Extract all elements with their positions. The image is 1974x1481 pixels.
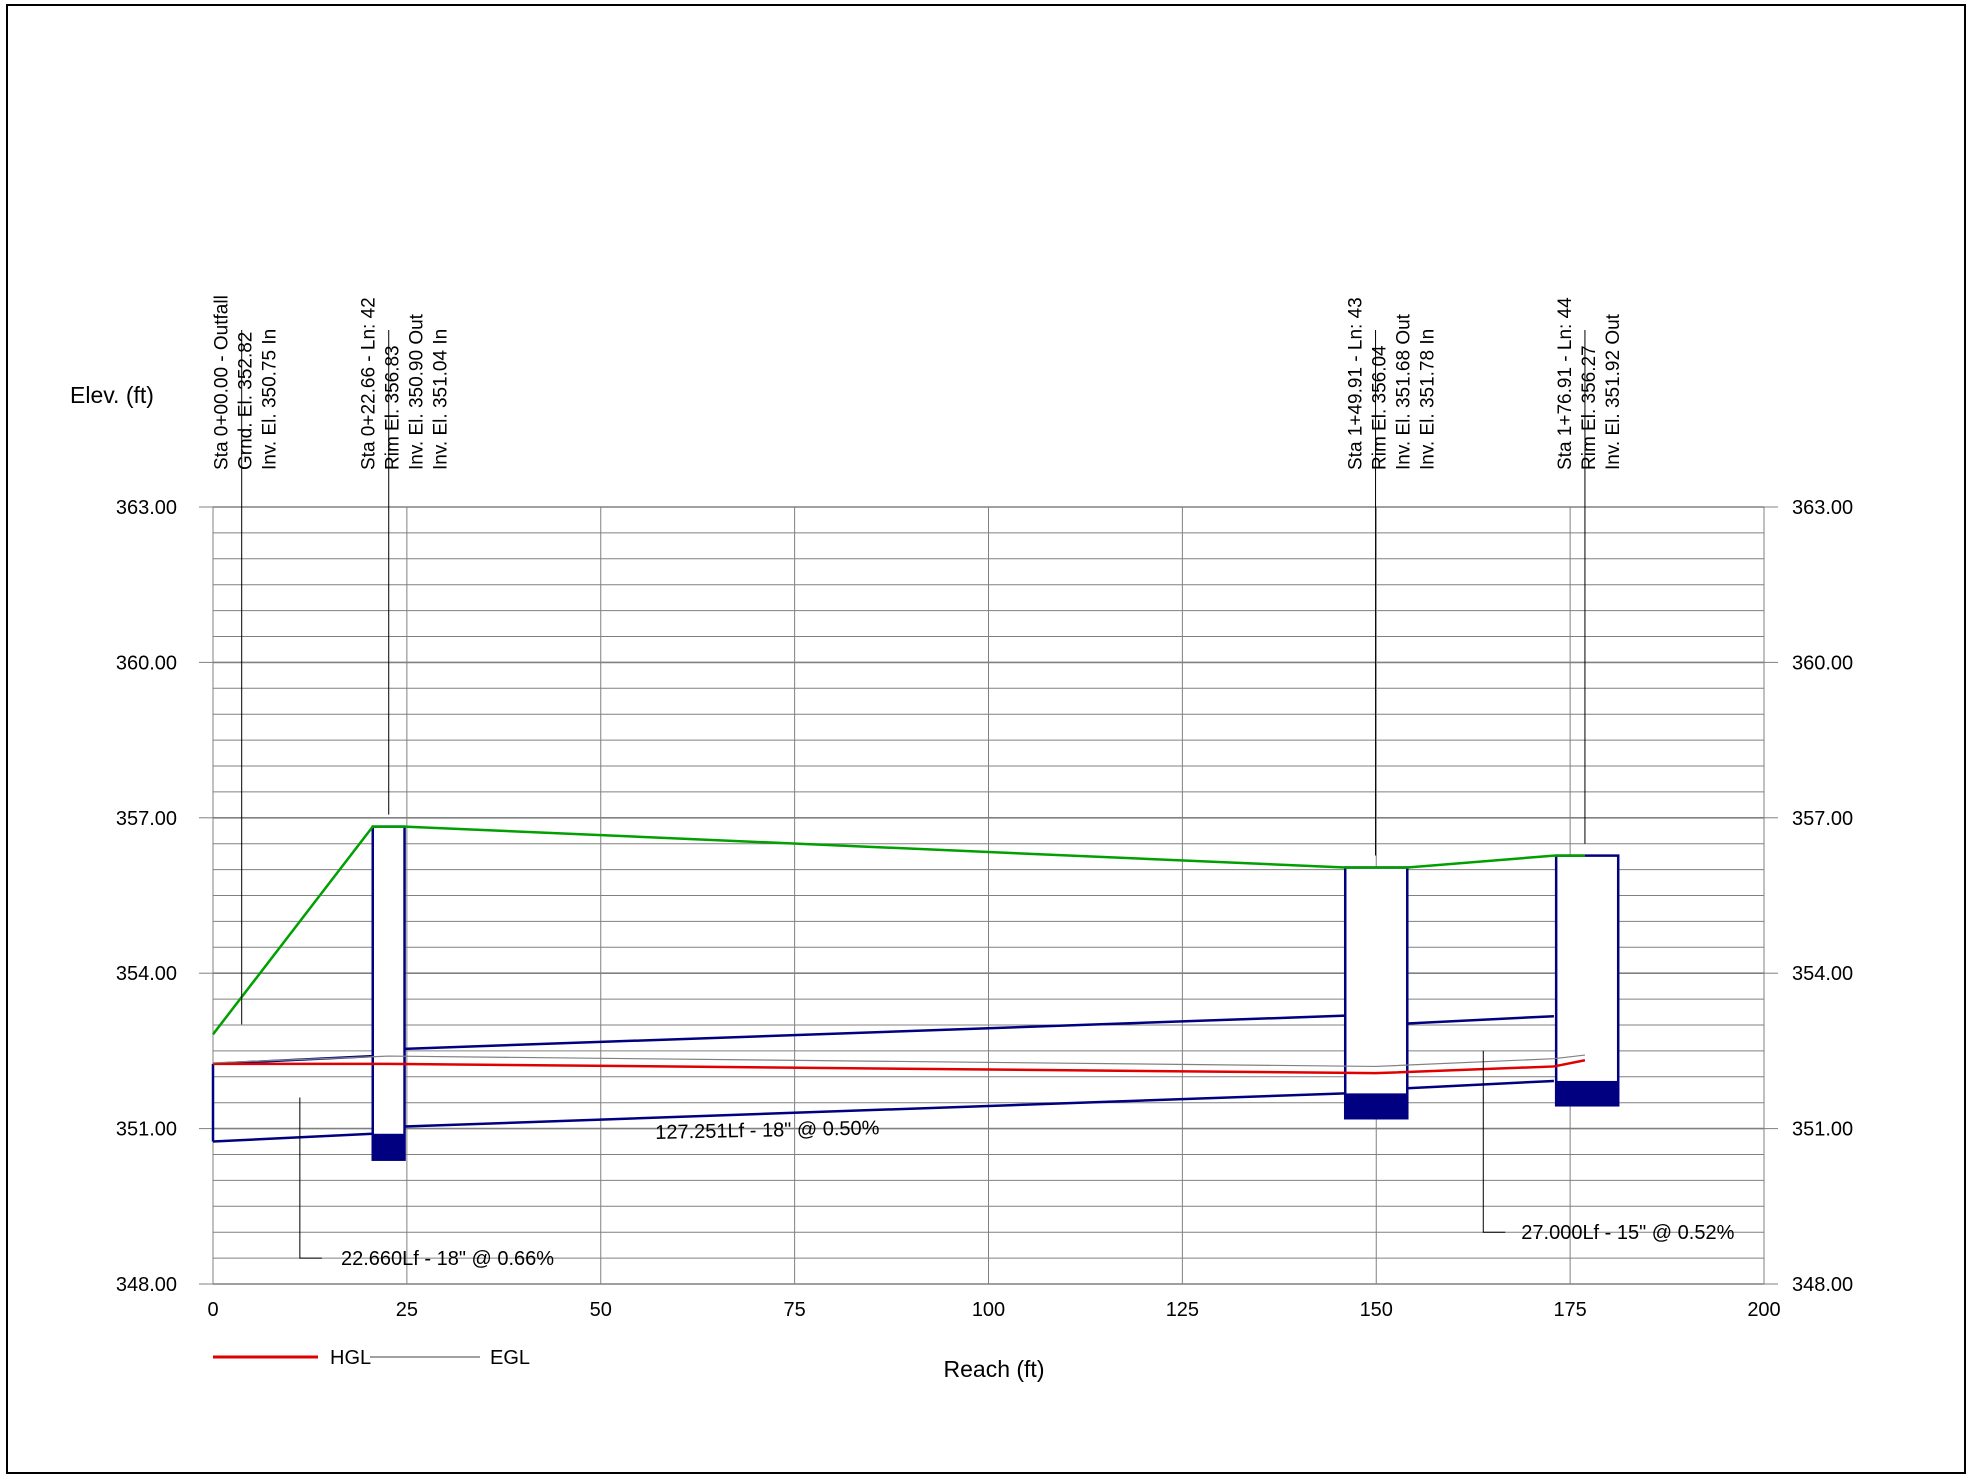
pipe-invert-line: [1407, 1079, 1554, 1090]
x-tick-label: 25: [396, 1299, 418, 1321]
x-tick-label: 50: [590, 1299, 612, 1321]
series-lines: [212, 825, 1586, 1075]
y-tick-label-right: 363.00: [1792, 497, 1853, 519]
legend-egl-label: EGL: [490, 1347, 530, 1369]
y-tick-label-right: 354.00: [1792, 963, 1853, 985]
ground-line: [212, 825, 1585, 1036]
pipe-crown-line: [404, 1014, 1346, 1051]
manhole-structure: [1343, 866, 1409, 1120]
station-label: Sta 0+22.66 - Ln: 42 Rim El. 356.83 Inv. E…: [359, 297, 452, 470]
legend: HGL EGL: [213, 1347, 530, 1369]
pipe-crown-line: [1407, 1014, 1554, 1025]
y-tick-label-right: 348.00: [1792, 1274, 1853, 1296]
x-tick-label: 150: [1360, 1299, 1393, 1321]
pipes: [211, 1014, 1554, 1143]
station-label-line: Rim El. 356.04: [1370, 345, 1391, 470]
station-label-line: Inv. El. 350.75 In: [260, 329, 281, 470]
manhole-sump: [372, 1133, 405, 1160]
station-label-line: Sta 0+22.66 - Ln: 42: [359, 297, 380, 470]
station-label-line: Inv. El. 351.78 In: [1418, 329, 1439, 470]
y-axis-label: Elev. (ft): [70, 382, 154, 408]
legend-hgl-label: HGL: [330, 1347, 371, 1369]
pipe-invert-line: [404, 1092, 1346, 1128]
x-tick-label: 125: [1166, 1299, 1199, 1321]
station-label-line: Sta 1+76.91 - Ln: 44: [1555, 297, 1576, 470]
y-tick-label-left: 360.00: [116, 652, 177, 674]
hgl-line: [213, 1058, 1586, 1075]
pipe-label: 127.251Lf - 18" @ 0.50%: [655, 1117, 880, 1144]
x-axis-label: Reach (ft): [944, 1356, 1045, 1382]
x-tick-label: 75: [784, 1299, 806, 1321]
y-tick-label-left: 357.00: [116, 808, 177, 830]
y-tick-label-right: 360.00: [1792, 652, 1853, 674]
x-tick-label: 200: [1747, 1299, 1780, 1321]
station-label-line: Sta 1+49.91 - Ln: 43: [1346, 297, 1367, 470]
y-tick-label-left: 363.00: [116, 497, 177, 519]
station-labels: Sta 0+00.00 - Outfall Grnd. El. 352.82 Inv…: [212, 295, 1624, 1025]
station-label-line: Inv. El. 351.04 In: [431, 329, 452, 470]
manhole-structure: [371, 825, 406, 1161]
station-label-line: Grnd. El. 352.82: [236, 332, 257, 470]
station-label-line: Inv. El. 351.92 Out: [1603, 313, 1624, 470]
tick-labels: 0 25 50 75 100 125 150 175 200 348.00 348.00 351.00…: [116, 497, 1853, 1321]
pipe-label-leader: [299, 1097, 322, 1259]
pipe-label-leader: [1482, 1050, 1506, 1233]
y-tick-label-right: 357.00: [1792, 808, 1853, 830]
station-label: Sta 1+76.91 - Ln: 44 Rim El. 356.27 Inv. E…: [1555, 297, 1624, 470]
manhole-sump: [1556, 1080, 1619, 1106]
pipe-labels: 22.660Lf - 18" @ 0.66% 127.251Lf - 18" @ …: [299, 1050, 1735, 1270]
x-tick-label: 0: [207, 1299, 218, 1321]
station-label-line: Inv. El. 350.90 Out: [407, 313, 428, 470]
manhole-structure: [1554, 854, 1620, 1107]
manhole-sump: [1345, 1093, 1408, 1119]
grid: [199, 506, 1778, 1285]
station-label-line: Inv. El. 351.68 Out: [1394, 313, 1415, 470]
station-label-line: Rim El. 356.27: [1579, 345, 1600, 470]
station-label-line: Sta 0+00.00 - Outfall: [212, 295, 233, 470]
y-tick-label-left: 348.00: [116, 1274, 177, 1296]
station-label: Sta 1+49.91 - Ln: 43 Rim El. 356.04 Inv. E…: [1346, 297, 1439, 470]
pipe-label: 27.000Lf - 15" @ 0.52%: [1521, 1222, 1734, 1244]
station-label: Sta 0+00.00 - Outfall Grnd. El. 352.82 Inv…: [212, 295, 281, 470]
structures: [371, 825, 1620, 1161]
y-tick-label-left: 351.00: [116, 1119, 177, 1141]
x-tick-label: 100: [972, 1299, 1005, 1321]
egl-line: [212, 1054, 1586, 1068]
station-label-line: Rim El. 356.83: [383, 345, 404, 470]
pipe-invert-line: [212, 1132, 373, 1143]
y-tick-label-left: 354.00: [116, 963, 177, 985]
pipe-label: 22.660Lf - 18" @ 0.66%: [341, 1248, 554, 1270]
y-tick-label-right: 351.00: [1792, 1119, 1853, 1141]
x-tick-label: 175: [1553, 1299, 1586, 1321]
